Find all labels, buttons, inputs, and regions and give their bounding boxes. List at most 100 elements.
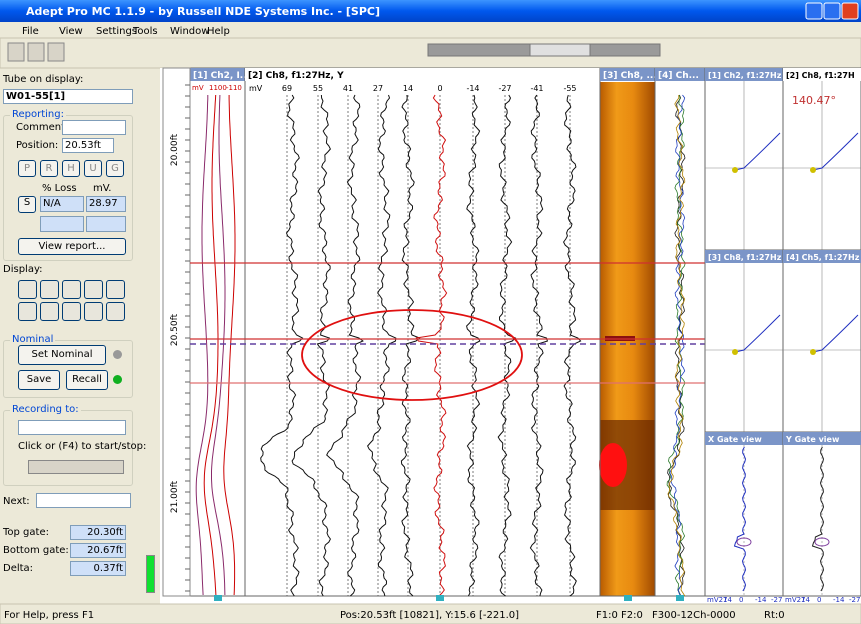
label: Bottom gate: bbox=[3, 545, 69, 556]
menu-item[interactable]: View bbox=[59, 26, 83, 37]
panel-title: [2] Ch8, f1:27H bbox=[786, 71, 855, 80]
gate-field[interactable]: 0.37ft bbox=[70, 561, 126, 576]
grade-button[interactable]: P bbox=[18, 160, 36, 177]
grade-button[interactable]: H bbox=[62, 160, 80, 177]
scale-label: -110 bbox=[226, 84, 242, 92]
display-tool[interactable] bbox=[106, 280, 125, 299]
indicator bbox=[113, 375, 122, 384]
display-tool[interactable] bbox=[62, 302, 81, 321]
maximize-button[interactable] bbox=[824, 3, 840, 19]
gate-field[interactable]: 20.30ft bbox=[70, 525, 126, 540]
scale-label: -41 bbox=[530, 84, 543, 93]
panel-title: [1] Ch2, I... bbox=[193, 71, 250, 81]
menu-item[interactable]: File bbox=[22, 26, 39, 37]
panel-title: [2] Ch8, f1:27Hz, Y bbox=[248, 71, 344, 81]
grade-button[interactable]: G bbox=[106, 160, 124, 177]
tube-select[interactable]: W01-55[1] bbox=[3, 89, 133, 104]
status-text: Pos:20.53ft [10821], Y:15.6 [-221.0] bbox=[340, 610, 519, 621]
next-select[interactable] bbox=[36, 493, 131, 508]
scale-label: 41 bbox=[343, 84, 353, 93]
scale-label: 55 bbox=[313, 84, 323, 93]
menu-item[interactable]: Settings bbox=[96, 26, 137, 37]
gate-scale-label: -14 bbox=[755, 596, 767, 604]
scale-label: 14 bbox=[403, 84, 413, 93]
c-scan-indication bbox=[599, 443, 627, 487]
s-button[interactable]: S bbox=[18, 196, 36, 213]
panel-title: Y Gate view bbox=[785, 435, 840, 444]
grade-button[interactable]: U bbox=[84, 160, 102, 177]
depth-label: 20.00ft bbox=[170, 133, 180, 166]
display-tool[interactable] bbox=[18, 302, 37, 321]
panel-title: [3] Ch8, f1:27Hz bbox=[708, 253, 782, 262]
field[interactable] bbox=[86, 216, 126, 232]
scroll-marker bbox=[214, 595, 222, 601]
scroll-marker bbox=[624, 595, 632, 601]
app-window: Adept Pro MC 1.1.9 - by Russell NDE Syst… bbox=[0, 0, 861, 624]
scale-label: -14 bbox=[466, 84, 479, 93]
loss-field[interactable]: N/A bbox=[40, 196, 84, 212]
status-text: F300-12Ch-0000 bbox=[652, 610, 736, 621]
tool-button[interactable] bbox=[28, 43, 44, 61]
null-point bbox=[732, 167, 738, 173]
display-tool[interactable] bbox=[40, 302, 59, 321]
scale-label: -27 bbox=[498, 84, 511, 93]
gate-scale-label: -27 bbox=[849, 596, 860, 604]
display-tool[interactable] bbox=[40, 280, 59, 299]
display-tool[interactable] bbox=[18, 280, 37, 299]
label: % Loss bbox=[42, 183, 77, 194]
level-bar bbox=[146, 555, 155, 593]
scale-label: mV bbox=[192, 84, 204, 92]
set-nominal-button[interactable]: Set Nominal bbox=[18, 345, 106, 365]
menu-item[interactable]: Help bbox=[207, 26, 230, 37]
gate-scale-label: 14 bbox=[723, 596, 732, 604]
grade-button[interactable]: R bbox=[40, 160, 58, 177]
menu-item[interactable]: Window bbox=[170, 26, 209, 37]
panel-title: [1] Ch2, f1:27Hz bbox=[708, 71, 782, 80]
comment-select[interactable] bbox=[62, 120, 126, 135]
menu-item[interactable]: Tools bbox=[133, 26, 158, 37]
scale-label: 69 bbox=[282, 84, 292, 93]
gate-scale-label: 0 bbox=[817, 596, 821, 604]
record-slider[interactable] bbox=[28, 460, 124, 474]
tool-button[interactable] bbox=[48, 43, 64, 61]
null-point bbox=[810, 167, 816, 173]
scale-label: 27 bbox=[373, 84, 383, 93]
recall-button[interactable]: Recall bbox=[66, 370, 108, 390]
save-button[interactable]: Save bbox=[18, 370, 60, 390]
tool-button[interactable] bbox=[8, 43, 24, 61]
label: Display: bbox=[3, 264, 43, 275]
gate-field[interactable]: 20.67ft bbox=[70, 543, 126, 558]
scale-label: -55 bbox=[563, 84, 576, 93]
status-text: For Help, press F1 bbox=[4, 610, 94, 621]
view-report-button[interactable]: View report... bbox=[18, 238, 126, 255]
gate-scale-label: 14 bbox=[801, 596, 810, 604]
panel-title: [4] Ch... bbox=[658, 71, 699, 81]
label: Tube on display: bbox=[3, 74, 83, 85]
field[interactable] bbox=[40, 216, 84, 232]
minimize-button[interactable] bbox=[806, 3, 822, 19]
display-tool[interactable] bbox=[84, 280, 103, 299]
gate-scale-label: -27 bbox=[771, 596, 782, 604]
display-tool[interactable] bbox=[62, 280, 81, 299]
close-button[interactable] bbox=[842, 3, 858, 19]
label: Click or (F4) to start/stop: bbox=[18, 441, 146, 452]
scroll-marker bbox=[436, 595, 444, 601]
mv-field[interactable]: 28.97 bbox=[86, 196, 126, 212]
label: Position: bbox=[16, 140, 58, 151]
null-point bbox=[810, 349, 816, 355]
display-tool[interactable] bbox=[84, 302, 103, 321]
label: Top gate: bbox=[3, 527, 49, 538]
recording-select[interactable] bbox=[18, 420, 126, 435]
depth-label: 20.50ft bbox=[170, 313, 180, 346]
scroll-thumb[interactable] bbox=[530, 44, 590, 56]
group-label: Nominal bbox=[10, 334, 55, 345]
label: Comment: bbox=[16, 122, 68, 133]
scale-label: 0 bbox=[437, 84, 442, 93]
position-field[interactable]: 20.53ft bbox=[62, 138, 114, 153]
window-title: Adept Pro MC 1.1.9 - by Russell NDE Syst… bbox=[26, 5, 380, 18]
display-tool[interactable] bbox=[106, 302, 125, 321]
group-label: Reporting: bbox=[10, 109, 66, 120]
gate-scale-label: 0 bbox=[739, 596, 743, 604]
group-label: Recording to: bbox=[10, 404, 81, 415]
label: Next: bbox=[3, 496, 30, 507]
